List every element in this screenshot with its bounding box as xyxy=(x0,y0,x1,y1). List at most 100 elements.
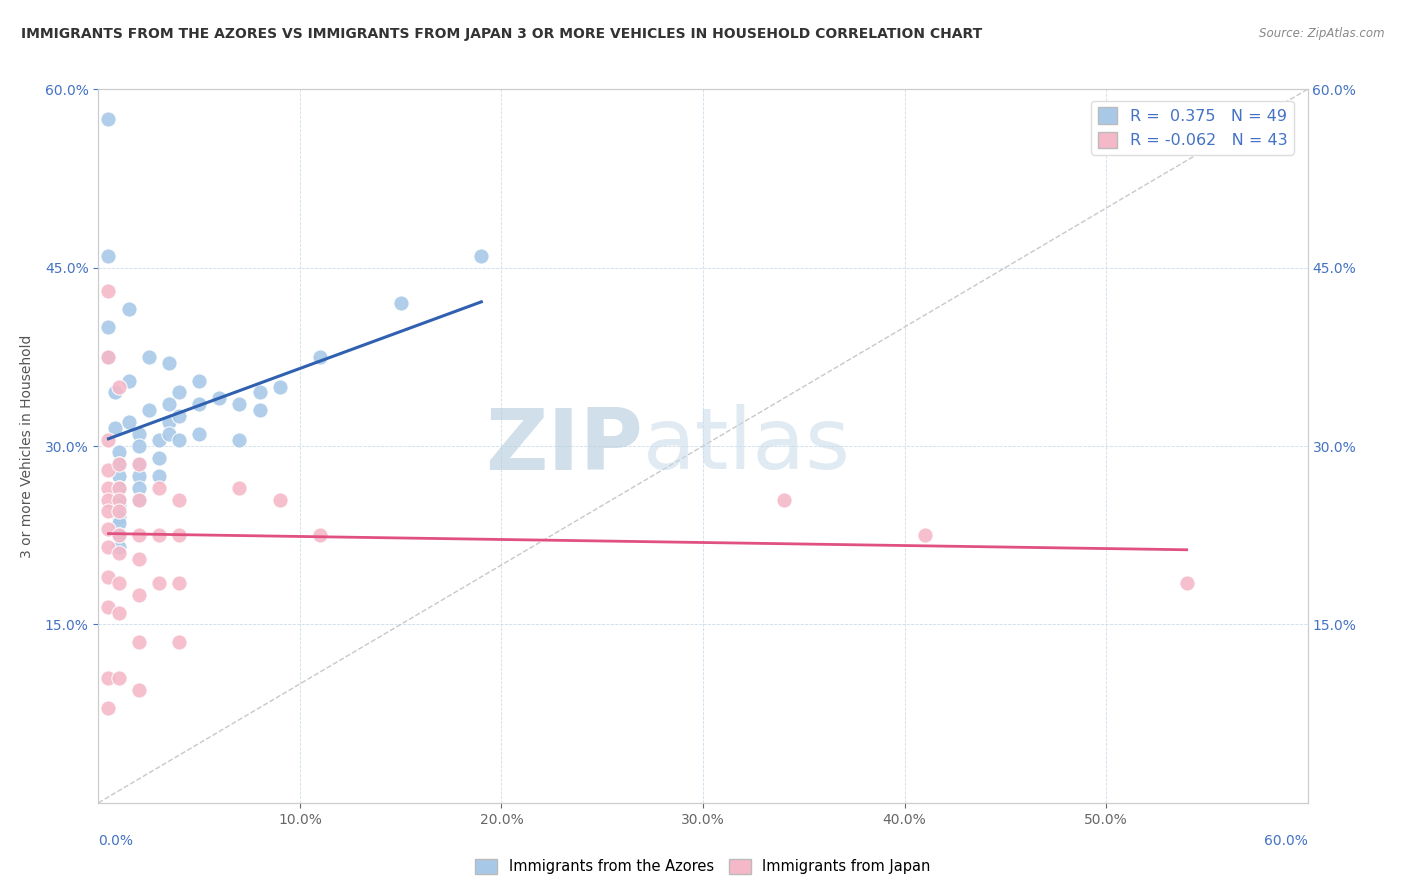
Point xyxy=(97,522,120,536)
Point xyxy=(157,427,180,442)
Legend: R =  0.375   N = 49, R = -0.062   N = 43: R = 0.375 N = 49, R = -0.062 N = 43 xyxy=(1091,101,1294,154)
Point xyxy=(107,546,129,560)
Point xyxy=(128,492,150,507)
Point xyxy=(103,421,125,435)
Point xyxy=(167,409,190,424)
Point xyxy=(107,492,129,507)
Point xyxy=(97,112,120,126)
Point xyxy=(107,510,129,524)
Point xyxy=(97,249,120,263)
Point xyxy=(138,403,160,417)
Point xyxy=(118,415,141,429)
Point xyxy=(148,450,170,465)
Point xyxy=(97,504,120,518)
Point xyxy=(309,350,332,364)
Point xyxy=(309,528,332,542)
Point xyxy=(167,433,190,447)
Point xyxy=(107,457,129,471)
Point xyxy=(97,350,120,364)
Point xyxy=(97,599,120,614)
Point xyxy=(772,492,794,507)
Point xyxy=(269,379,291,393)
Point xyxy=(148,528,170,542)
Text: ZIP: ZIP xyxy=(485,404,643,488)
Point xyxy=(128,528,150,542)
Point xyxy=(118,302,141,317)
Point xyxy=(167,385,190,400)
Point xyxy=(107,504,129,518)
Point xyxy=(188,427,211,442)
Point xyxy=(188,397,211,411)
Point xyxy=(128,457,150,471)
Point xyxy=(167,635,190,649)
Point xyxy=(269,492,291,507)
Point xyxy=(107,499,129,513)
Point xyxy=(389,296,412,310)
Text: Source: ZipAtlas.com: Source: ZipAtlas.com xyxy=(1260,27,1385,40)
Point xyxy=(157,415,180,429)
Legend: Immigrants from the Azores, Immigrants from Japan: Immigrants from the Azores, Immigrants f… xyxy=(470,853,936,880)
Point xyxy=(107,379,129,393)
Point xyxy=(228,397,250,411)
Text: 0.0%: 0.0% xyxy=(98,834,134,848)
Point xyxy=(249,403,271,417)
Point xyxy=(107,481,129,495)
Point xyxy=(914,528,936,542)
Point xyxy=(107,606,129,620)
Point xyxy=(128,635,150,649)
Point xyxy=(107,481,129,495)
Point xyxy=(107,492,129,507)
Point xyxy=(138,350,160,364)
Point xyxy=(167,492,190,507)
Point xyxy=(97,350,120,364)
Point xyxy=(107,671,129,685)
Text: IMMIGRANTS FROM THE AZORES VS IMMIGRANTS FROM JAPAN 3 OR MORE VEHICLES IN HOUSEH: IMMIGRANTS FROM THE AZORES VS IMMIGRANTS… xyxy=(21,27,983,41)
Point xyxy=(128,588,150,602)
Point xyxy=(228,481,250,495)
Point xyxy=(107,457,129,471)
Point xyxy=(97,700,120,714)
Point xyxy=(128,439,150,453)
Point xyxy=(107,575,129,590)
Point xyxy=(107,528,129,542)
Point xyxy=(97,492,120,507)
Point xyxy=(128,427,150,442)
Point xyxy=(107,540,129,554)
Point xyxy=(107,516,129,531)
Y-axis label: 3 or more Vehicles in Household: 3 or more Vehicles in Household xyxy=(20,334,34,558)
Point xyxy=(470,249,492,263)
Point xyxy=(1175,575,1198,590)
Text: atlas: atlas xyxy=(643,404,851,488)
Text: 60.0%: 60.0% xyxy=(1264,834,1308,848)
Point xyxy=(157,356,180,370)
Point xyxy=(107,445,129,459)
Point xyxy=(97,433,120,447)
Point xyxy=(128,682,150,697)
Point xyxy=(128,468,150,483)
Point xyxy=(148,433,170,447)
Point xyxy=(97,285,120,299)
Point xyxy=(103,385,125,400)
Point xyxy=(148,481,170,495)
Point xyxy=(97,671,120,685)
Point xyxy=(97,463,120,477)
Point xyxy=(188,374,211,388)
Point xyxy=(118,374,141,388)
Point xyxy=(148,468,170,483)
Point xyxy=(249,385,271,400)
Point xyxy=(157,397,180,411)
Point xyxy=(128,492,150,507)
Point xyxy=(128,481,150,495)
Point xyxy=(97,481,120,495)
Point xyxy=(167,575,190,590)
Point xyxy=(107,528,129,542)
Point xyxy=(97,320,120,334)
Point xyxy=(167,528,190,542)
Point xyxy=(107,468,129,483)
Point xyxy=(128,552,150,566)
Point xyxy=(97,540,120,554)
Point xyxy=(128,457,150,471)
Point xyxy=(208,392,231,406)
Point xyxy=(97,570,120,584)
Point xyxy=(228,433,250,447)
